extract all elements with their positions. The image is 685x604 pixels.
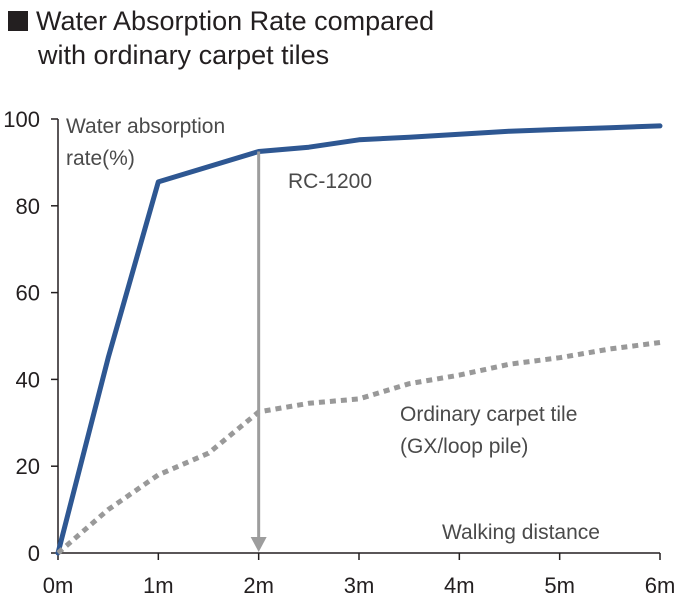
chart-annotations: [250, 151, 267, 552]
title-line-2: with ordinary carpet tiles: [38, 40, 330, 70]
y-axis-label-line-1: Water absorption: [66, 115, 225, 138]
x-axis-label: Walking distance: [442, 521, 600, 544]
x-tick-label: 3m: [344, 573, 375, 598]
x-tick-label: 5m: [544, 573, 575, 598]
arrow-head-icon: [250, 537, 267, 552]
series-label-rc1200: RC-1200: [288, 170, 372, 193]
y-tick-label: 40: [16, 367, 40, 392]
x-tick-label: 6m: [645, 573, 676, 598]
y-tick-label: 20: [16, 454, 40, 479]
y-axis-label-line-2: rate(%): [66, 147, 135, 170]
y-tick-label: 60: [16, 281, 40, 306]
y-tick-label: 0: [28, 541, 40, 566]
series-line-ordinary-carpet-tile: [56, 340, 661, 555]
chart-series: [55, 123, 663, 556]
chart-labels: Water absorption rate(%) RC-1200 Ordinar…: [66, 115, 600, 544]
x-tick-label: 0m: [43, 573, 74, 598]
chart-axes: 0 20 40 60 80 100 0m 1m 2m 3m 4m 5m 6m: [3, 107, 675, 598]
x-tick-label: 4m: [444, 573, 475, 598]
y-tick-label: 80: [16, 194, 40, 219]
series-label-ordinary-line-1: Ordinary carpet tile: [400, 403, 577, 426]
series-line-rc1200: [55, 123, 663, 556]
title-line-1: Water Absorption Rate compared: [36, 6, 435, 36]
y-tick-label: 100: [3, 107, 40, 132]
title-bullet-square: [8, 11, 28, 31]
x-tick-label: 2m: [243, 573, 274, 598]
chart-title: Water Absorption Rate compared with ordi…: [8, 4, 678, 72]
x-tick-label: 1m: [143, 573, 174, 598]
series-label-ordinary-line-2: (GX/loop pile): [400, 435, 528, 458]
